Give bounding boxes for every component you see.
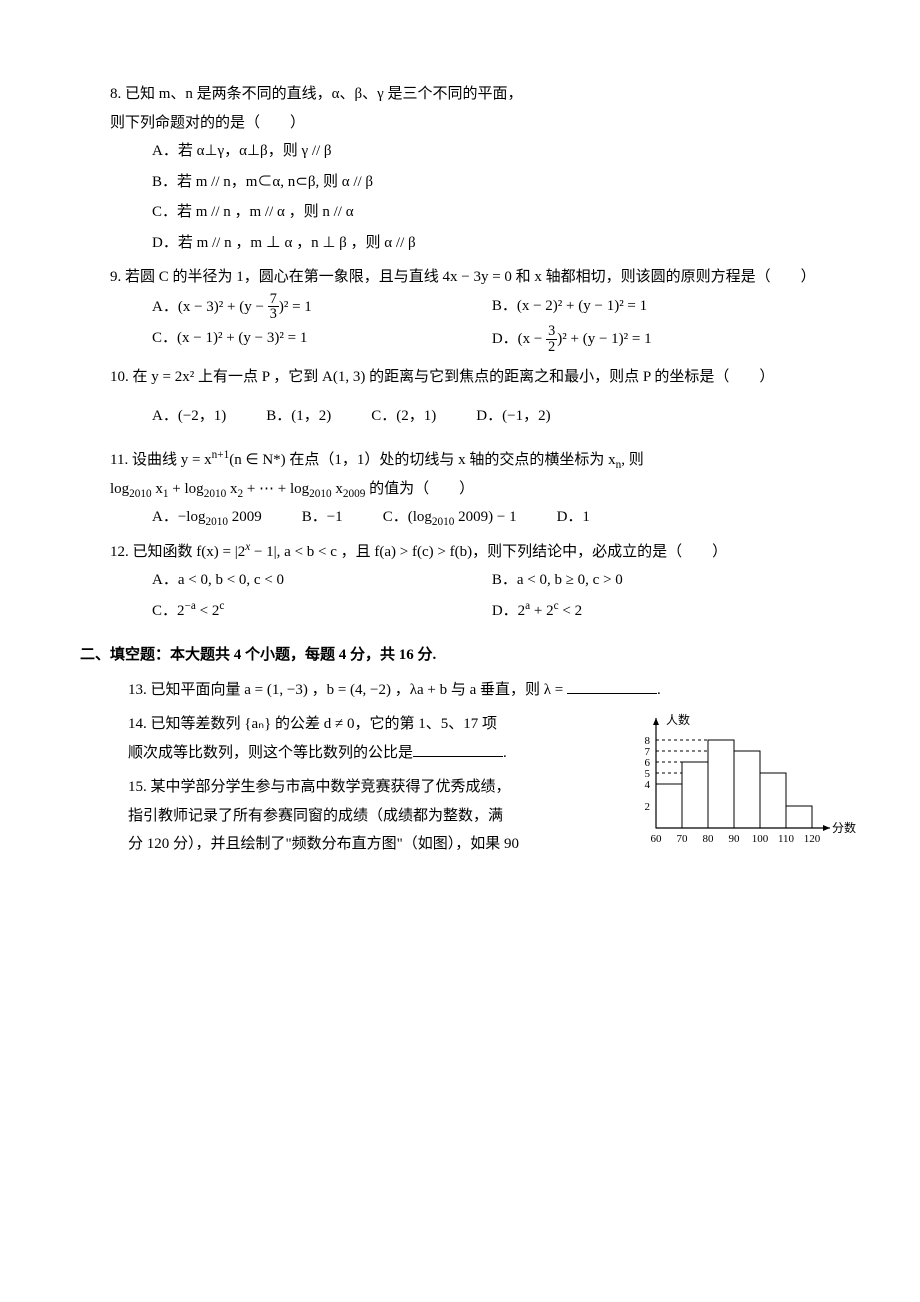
q8-opt-a: A．若 α⊥γ，α⊥β，则 γ // β [152,137,860,166]
question-13: 13. 已知平面向量 a = (1, −3) ，b = (4, −2) ，λa … [110,676,860,705]
q11-options: A．−log2010 2009 B．−1 C．(log2010 2009) − … [110,503,860,532]
svg-text:90: 90 [729,833,741,845]
q13-stem: 13. 已知平面向量 a = (1, −3) ，b = (4, −2) ，λa … [128,682,567,698]
q10-options: A．(−2，1) B．(1，2) C．(2，1) D．(−1，2) [110,402,860,431]
svg-text:110: 110 [778,833,795,845]
svg-text:4: 4 [645,779,651,791]
q15-line1: 15. 某中学部分学生参与市高中数学竞赛获得了优秀成绩， [128,773,610,802]
q10-stem: 10. 在 y = 2x² 上有一点 P ，它到 A(1, 3) 的距离与它到焦… [110,363,860,392]
q15-line3: 分 120 分），并且绘制了"频数分布直方图"（如图），如果 90 [128,830,610,859]
q10-opt-b: B．(1，2) [266,402,331,431]
q14-line1: 14. 已知等差数列 {aₙ} 的公差 d ≠ 0，它的第 1、5、17 项 [128,710,610,739]
q9-stem: 9. 若圆 C 的半径为 1，圆心在第一象限，且与直线 4x − 3y = 0 … [110,263,860,292]
q12-options: A．a < 0, b < 0, c < 0 B．a < 0, b ≥ 0, c … [110,566,860,627]
q11-stem: 11. 设曲线 y = xn+1(n ∈ N*) 在点（1，1）处的切线与 x … [110,446,860,475]
q12-stem: 12. 已知函数 f(x) = |2x − 1|, a < b < c ，且 f… [110,538,860,567]
question-9: 9. 若圆 C 的半径为 1，圆心在第一象限，且与直线 4x − 3y = 0 … [110,263,860,357]
q8-opt-d: D．若 m // n ，m ⊥ α ，n ⊥ β ，则 α // β [152,229,860,258]
svg-text:分数: 分数 [832,820,856,835]
section-2-title: 二、填空题：本大题共 4 个小题，每题 4 分，共 16 分. [80,641,860,670]
q9-opt-a: A．(x − 3)² + (y − 73)² = 1 [152,292,492,323]
q10-opt-d: D．(−1，2) [476,402,550,431]
question-15: 15. 某中学部分学生参与市高中数学竞赛获得了优秀成绩， 指引教师记录了所有参赛… [110,773,610,859]
svg-text:5: 5 [645,768,651,780]
svg-text:7: 7 [645,746,651,758]
q11-line2: log2010 x1 + log2010 x2 + ⋯ + log2010 x2… [110,475,860,504]
q11-opt-a: A．−log2010 2009 [152,503,262,532]
svg-text:8: 8 [645,735,651,747]
svg-text:80: 80 [703,833,715,845]
svg-text:60: 60 [651,833,663,845]
q14-q15-block: 14. 已知等差数列 {aₙ} 的公差 d ≠ 0，它的第 1、5、17 项 顺… [110,710,860,865]
q12-opt-c: C．2−a < 2c [152,597,492,626]
histogram-svg: 2 45678 60 70 80 90 100 110 120 人数分数 [620,710,860,860]
histogram-chart: 2 45678 60 70 80 90 100 110 120 人数分数 [620,710,860,860]
q14-blank [413,741,503,757]
q14-line2: 顺次成等比数列，则这个等比数列的公比是. [128,739,610,768]
svg-text:70: 70 [677,833,689,845]
q9-options: A．(x − 3)² + (y − 73)² = 1 B．(x − 2)² + … [110,292,860,358]
q8-stem-line1: 8. 已知 m、n 是两条不同的直线，α、β、γ 是三个不同的平面， [110,80,860,109]
q11-opt-d: D．1 [557,503,590,532]
q9-opt-b: B．(x − 2)² + (y − 1)² = 1 [492,292,832,323]
q9-opt-d: D．(x − 32)² + (y − 1)² = 1 [492,324,832,355]
q11-opt-b: B．−1 [302,503,343,532]
svg-text:2: 2 [645,801,651,813]
question-8: 8. 已知 m、n 是两条不同的直线，α、β、γ 是三个不同的平面， 则下列命题… [110,80,860,257]
q8-options: A．若 α⊥γ，α⊥β，则 γ // β B．若 m // n，m⊂α, n⊂β… [110,137,860,257]
q10-opt-c: C．(2，1) [371,402,436,431]
question-11: 11. 设曲线 y = xn+1(n ∈ N*) 在点（1，1）处的切线与 x … [110,446,860,532]
q8-opt-b: B．若 m // n，m⊂α, n⊂β, 则 α // β [152,168,860,197]
q15-line2: 指引教师记录了所有参赛同窗的成绩（成绩都为整数，满 [128,802,610,831]
q12-opt-d: D．2a + 2c < 2 [492,597,832,626]
q12-opt-a: A．a < 0, b < 0, c < 0 [152,566,492,595]
svg-text:100: 100 [752,833,769,845]
q11-opt-c: C．(log2010 2009) − 1 [383,503,517,532]
q10-opt-a: A．(−2，1) [152,402,226,431]
q12-opt-b: B．a < 0, b ≥ 0, c > 0 [492,566,832,595]
q8-opt-c: C．若 m // n ，m // α ，则 n // α [152,198,860,227]
question-14: 14. 已知等差数列 {aₙ} 的公差 d ≠ 0，它的第 1、5、17 项 顺… [110,710,610,767]
q8-stem-line2: 则下列命题对的的是（ ） [110,109,860,138]
svg-text:6: 6 [645,757,651,769]
question-12: 12. 已知函数 f(x) = |2x − 1|, a < b < c ，且 f… [110,538,860,628]
question-10: 10. 在 y = 2x² 上有一点 P ，它到 A(1, 3) 的距离与它到焦… [110,363,860,430]
svg-text:120: 120 [804,833,821,845]
svg-text:人数: 人数 [666,712,690,727]
q9-opt-c: C．(x − 1)² + (y − 3)² = 1 [152,324,492,355]
q13-blank [567,678,657,694]
